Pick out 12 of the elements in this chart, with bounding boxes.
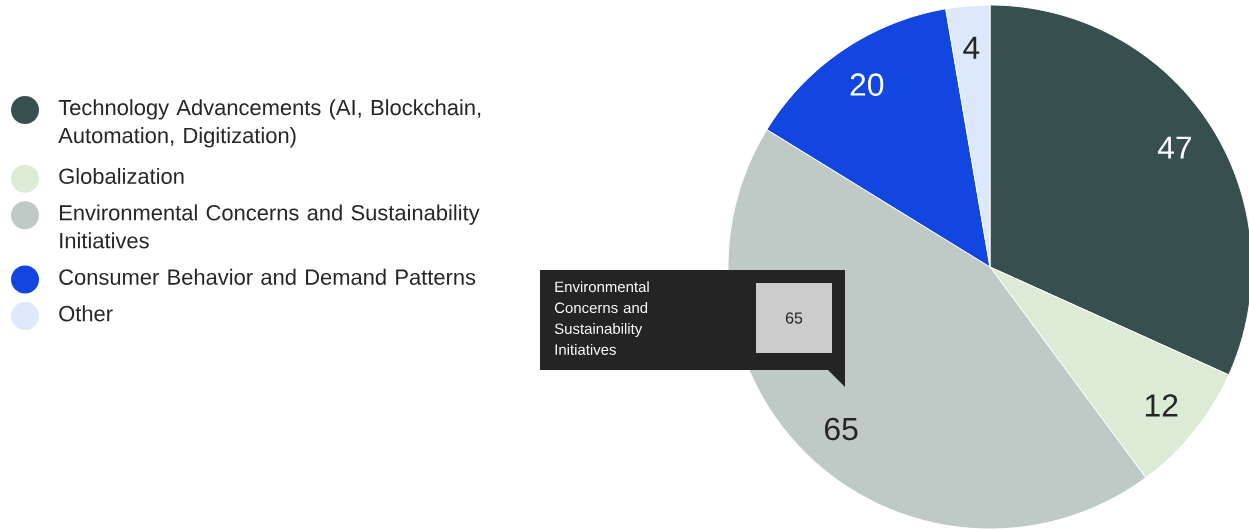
legend-label: Other [59, 305, 113, 322]
legend-label: Environmental Concerns and Sustainability Initiatives [60, 204, 480, 249]
data-label: 4 [963, 36, 980, 59]
data-label: 12 [1145, 394, 1178, 417]
data-label: 47 [1157, 136, 1192, 159]
data-label: 20 [850, 73, 884, 96]
text: 65 [785, 312, 803, 324]
legend-label: Globalization [59, 167, 184, 185]
legend-label: Technology Advancements (AI, Blockchain, Automation, Digitization) [58, 99, 481, 148]
data-label: 65 [825, 417, 858, 441]
text: Environmental Concerns and Sustainability Initiatives [554, 281, 649, 355]
legend-label: Consumer Behavior and Demand Patterns [59, 268, 476, 285]
